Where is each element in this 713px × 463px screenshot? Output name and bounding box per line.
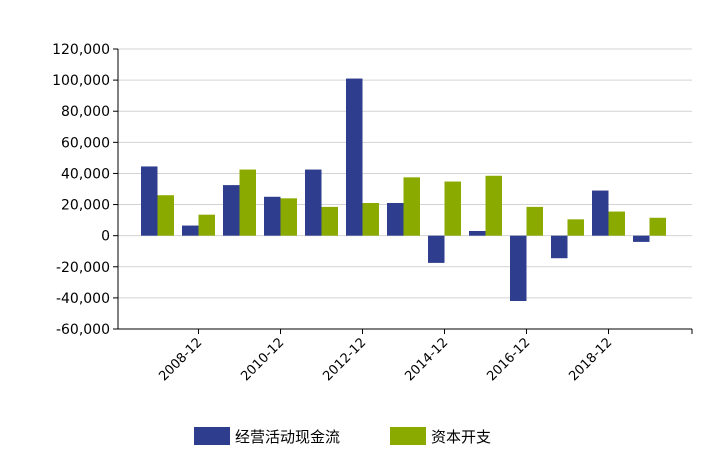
legend-label-series-1: 经营活动现金流 xyxy=(235,427,341,446)
bar-series-2-2013-12 xyxy=(403,177,420,236)
bar-series-1-2011-12 xyxy=(305,169,322,236)
x-tick-label: 2018-12 xyxy=(566,335,615,384)
y-tick-label: 40,000 xyxy=(61,166,110,182)
bar-series-2-2010-12 xyxy=(280,198,297,236)
legend-item-series-1[interactable]: 经营活动现金流 xyxy=(194,424,340,448)
bar-series-1-2013-12 xyxy=(387,203,404,236)
legend-swatch-series-1 xyxy=(194,427,230,445)
y-tick-label: 120,000 xyxy=(52,42,110,58)
y-tick-label: -20,000 xyxy=(56,260,110,276)
bar-series-1-2015-12 xyxy=(469,231,486,236)
x-tick-label: 2016-12 xyxy=(484,335,533,384)
bar-series-1-2018-12 xyxy=(592,190,609,236)
y-tick-label: 20,000 xyxy=(61,198,110,214)
bar-series-2-2018-12 xyxy=(608,211,625,236)
bar-series-2-2017-12 xyxy=(567,219,584,236)
x-tick-label: 2014-12 xyxy=(402,335,451,384)
axes xyxy=(117,49,693,334)
legend: 经营活动现金流 资本开支 xyxy=(0,424,713,448)
bar-series-1-2007-12 xyxy=(141,166,158,236)
bar-series-2-2011-12 xyxy=(321,206,338,236)
bar-series-2-2007-12 xyxy=(157,195,174,236)
bar-series-2-2012-12 xyxy=(362,203,379,236)
y-tick-label: 0 xyxy=(101,229,110,245)
bar-series-1-2014-12 xyxy=(428,235,445,263)
legend-item-series-2[interactable]: 资本开支 xyxy=(390,424,491,448)
bar-series-2-2008-12 xyxy=(198,214,215,236)
bar-series-1-2017-12 xyxy=(551,235,568,259)
x-tick-label: 2010-12 xyxy=(238,335,287,384)
bar-series-2-2014-12 xyxy=(444,181,461,236)
bar-series-2-2009-12 xyxy=(239,169,256,236)
y-tick-label: 80,000 xyxy=(61,104,110,120)
bar-series-1-2016-12 xyxy=(510,235,527,301)
bar-series-1-2019-12 xyxy=(633,235,650,242)
legend-label-series-2: 资本开支 xyxy=(431,427,492,446)
bar-series-1-2010-12 xyxy=(264,196,281,236)
gridlines xyxy=(113,48,692,330)
x-axis-tick-labels: 2008-12 2010-12 2012-12 2014-12 2016-12 2018-… xyxy=(156,335,615,384)
x-tick-label: 2012-12 xyxy=(320,335,369,384)
bar-series-1-2009-12 xyxy=(223,185,240,236)
y-axis-tick-labels: 120,000 100,000 80,000 60,000 40,000 20,000 0 -… xyxy=(52,42,110,338)
y-tick-label: -60,000 xyxy=(56,322,110,338)
bar-series-2-2019-12 xyxy=(649,217,666,236)
y-tick-label: 60,000 xyxy=(61,135,110,151)
bar-series-2-2015-12 xyxy=(485,175,502,236)
y-tick-label: -40,000 xyxy=(56,291,110,307)
y-tick-label: 100,000 xyxy=(52,73,110,89)
bars xyxy=(141,78,666,301)
legend-swatch-series-2 xyxy=(390,427,426,445)
x-tick-label: 2008-12 xyxy=(156,335,205,384)
bar-series-1-2012-12 xyxy=(346,78,363,236)
bar-series-2-2016-12 xyxy=(526,206,543,236)
bar-series-1-2008-12 xyxy=(182,225,199,236)
